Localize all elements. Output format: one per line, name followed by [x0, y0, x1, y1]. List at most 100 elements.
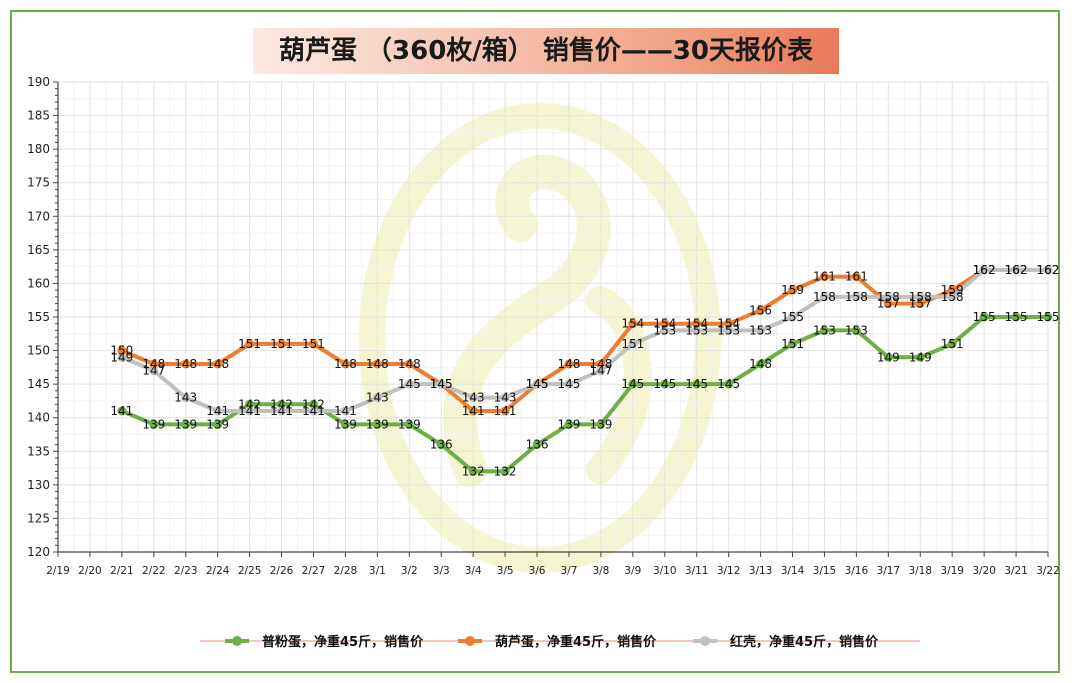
x-tick-label: 3/13 [749, 565, 773, 577]
y-tick-label: 170 [27, 209, 50, 223]
data-label-1: 149 [909, 350, 932, 364]
data-label-2: 148 [334, 357, 357, 371]
data-label-1: 139 [398, 417, 421, 431]
data-point-1 [756, 359, 766, 369]
data-label-2: 148 [206, 357, 229, 371]
data-point-3 [788, 312, 798, 322]
x-tick-label: 2/24 [206, 565, 230, 577]
y-tick-label: 180 [27, 142, 50, 156]
legend-swatch-dot-1 [232, 636, 242, 646]
data-label-3: 153 [653, 323, 676, 337]
x-tick-label: 3/11 [685, 565, 709, 577]
data-point-2 [181, 359, 191, 369]
data-label-2: 151 [270, 337, 293, 351]
data-label-3: 155 [781, 310, 804, 324]
x-tick-label: 3/14 [781, 565, 805, 577]
data-point-1 [692, 379, 702, 389]
data-point-3 [724, 325, 734, 335]
data-point-2 [660, 319, 670, 329]
data-label-2: 156 [749, 303, 772, 317]
data-point-2 [788, 285, 798, 295]
data-point-1 [660, 379, 670, 389]
data-point-1 [500, 466, 510, 476]
x-tick-label: 3/21 [1004, 565, 1028, 577]
data-point-2 [692, 319, 702, 329]
data-point-3 [149, 366, 159, 376]
x-tick-label: 2/27 [302, 565, 326, 577]
data-label-3: 141 [238, 404, 261, 418]
data-label-2: 162 [1037, 263, 1060, 277]
data-label-3: 162 [1005, 263, 1028, 277]
data-point-2 [277, 339, 287, 349]
data-point-1 [1043, 312, 1053, 322]
data-label-3: 141 [302, 404, 325, 418]
y-tick-label: 155 [27, 310, 50, 324]
data-label-3: 162 [973, 263, 996, 277]
data-label-3: 147 [142, 364, 165, 378]
data-label-1: 145 [621, 377, 644, 391]
data-point-2 [245, 339, 255, 349]
data-label-3: 143 [494, 391, 517, 405]
x-tick-label: 3/4 [465, 565, 482, 577]
x-tick-label: 2/20 [78, 565, 102, 577]
y-tick-label: 185 [27, 109, 50, 123]
data-label-3: 141 [270, 404, 293, 418]
data-label-1: 132 [462, 464, 485, 478]
data-label-2: 154 [621, 317, 644, 331]
data-point-1 [117, 406, 127, 416]
data-point-1 [181, 419, 191, 429]
series-line-1 [119, 315, 1050, 474]
data-label-3: 158 [941, 290, 964, 304]
x-tick-label: 3/3 [433, 565, 450, 577]
data-point-3 [947, 292, 957, 302]
data-point-1 [628, 379, 638, 389]
data-point-3 [628, 339, 638, 349]
data-label-3: 153 [717, 323, 740, 337]
data-label-3: 162 [1037, 263, 1060, 277]
data-point-1 [245, 399, 255, 409]
data-point-3 [1043, 265, 1053, 275]
data-point-2 [117, 346, 127, 356]
data-point-1 [883, 352, 893, 362]
data-point-3 [979, 265, 989, 275]
data-point-3 [340, 406, 350, 416]
data-point-1 [149, 419, 159, 429]
legend-label-1: 普粉蛋，净重45斤，销售价 [262, 634, 424, 650]
x-tick-label: 2/19 [46, 565, 70, 577]
data-point-2 [340, 359, 350, 369]
watermark-swirl-2 [586, 286, 652, 484]
data-point-3 [468, 393, 478, 403]
data-point-1 [372, 419, 382, 429]
legend-label-3: 红壳，净重45斤，销售价 [730, 634, 879, 650]
data-point-1 [819, 325, 829, 335]
data-label-2: 151 [302, 337, 325, 351]
x-tick-label: 2/23 [174, 565, 198, 577]
data-point-2 [372, 359, 382, 369]
data-label-3: 145 [526, 377, 549, 391]
data-point-2 [308, 339, 318, 349]
y-tick-label: 140 [27, 411, 50, 425]
data-point-3 [692, 325, 702, 335]
data-point-1 [564, 419, 574, 429]
x-tick-label: 2/21 [110, 565, 134, 577]
x-tick-label: 3/22 [1036, 565, 1060, 577]
data-label-3: 143 [462, 391, 485, 405]
x-tick-label: 3/9 [624, 565, 641, 577]
data-label-2: 161 [845, 270, 868, 284]
legend-swatch-dot-3 [700, 636, 710, 646]
legend-swatch-dot-2 [465, 636, 475, 646]
data-label-3: 141 [206, 404, 229, 418]
x-tick-label: 3/12 [717, 565, 741, 577]
data-label-3: 149 [110, 350, 133, 364]
legend-label-2: 葫芦蛋，净重45斤，销售价 [495, 634, 657, 650]
data-label-1: 145 [685, 377, 708, 391]
data-label-1: 149 [877, 350, 900, 364]
data-point-3 [213, 406, 223, 416]
x-tick-label: 3/15 [813, 565, 837, 577]
data-label-2: 151 [238, 337, 261, 351]
chart-title: 葫芦蛋 （360枚/箱） 销售价——30天报价表 [278, 36, 814, 66]
data-point-3 [660, 325, 670, 335]
data-label-2: 145 [430, 377, 453, 391]
data-label-3: 158 [813, 290, 836, 304]
